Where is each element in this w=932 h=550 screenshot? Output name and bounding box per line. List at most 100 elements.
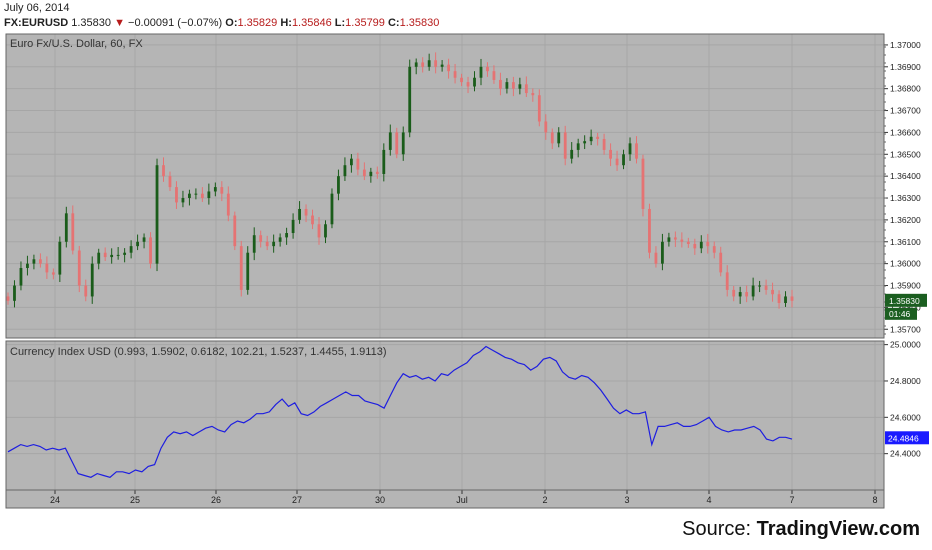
chart-date: July 06, 2014 [4, 2, 70, 14]
down-arrow-icon: ▼ [114, 17, 125, 29]
candle-body [388, 132, 392, 150]
candle-body [200, 193, 204, 199]
price-change: −0.00091 (−0.07%) [128, 17, 223, 29]
candle-body [622, 154, 625, 166]
currency-index-line [7, 345, 793, 478]
index-pane-background [6, 341, 884, 490]
source-prefix: Source: [682, 518, 757, 540]
candle-body [175, 187, 178, 203]
candle-body [84, 285, 88, 297]
candle-body [790, 296, 794, 301]
candle-body [434, 60, 438, 67]
price-y-tick-label: 1.36900 [890, 62, 921, 72]
candle-body [13, 285, 16, 301]
candle-body [194, 193, 198, 195]
candle-body [26, 263, 29, 269]
candle-body [421, 62, 425, 67]
candle-body [168, 176, 172, 188]
candle-body [207, 191, 211, 199]
x-tick-label: 2 [542, 495, 547, 505]
candle-body [343, 165, 347, 177]
candle-body [311, 215, 314, 225]
index-y-tick-label: 24.8000 [890, 376, 921, 386]
candle-body [350, 158, 353, 166]
index-y-tick-label: 24.4000 [890, 449, 921, 459]
price-y-tick-label: 1.35800 [890, 302, 921, 312]
close-key: C: [387, 17, 400, 29]
candle-body [777, 294, 781, 304]
candle-body [129, 246, 133, 253]
x-tick-label: 25 [130, 495, 140, 505]
countdown-tag-bg [885, 307, 917, 320]
symbol-label[interactable]: FX:EURUSD [4, 17, 69, 29]
close-value: 1.35830 [399, 17, 440, 29]
candle-body [239, 246, 243, 290]
candle-body [246, 252, 250, 290]
candle-body [732, 289, 736, 297]
candle-body [576, 143, 580, 150]
candle-body [654, 252, 658, 264]
candle-body [693, 243, 697, 249]
candle-body [58, 241, 62, 275]
last-price: 1.35830 [71, 17, 111, 29]
candle-body [427, 60, 431, 67]
candle-body [699, 241, 703, 249]
countdown-tag: 01:46 [889, 309, 911, 319]
candle-body [395, 132, 399, 155]
price-y-tick-label: 1.36300 [890, 193, 921, 203]
candle-body [90, 263, 94, 297]
x-tick-label: 8 [872, 495, 877, 505]
candle-body [524, 84, 528, 94]
candle-body [116, 254, 120, 256]
high-value: 1.35846 [291, 17, 332, 29]
candle-body [583, 141, 587, 144]
candle-body [667, 237, 671, 242]
x-tick-label: 4 [706, 495, 711, 505]
candle-body [51, 272, 55, 275]
candle-body [479, 66, 483, 78]
candle-body [473, 77, 476, 87]
low-value: 1.35799 [345, 17, 385, 29]
candle-body [550, 132, 554, 144]
candle-body [719, 252, 723, 273]
candle-body [382, 149, 386, 174]
candle-body [712, 246, 716, 253]
candle-body [602, 138, 606, 150]
candle-body [330, 193, 334, 225]
candle-body [77, 250, 81, 286]
candle-body [362, 169, 366, 177]
candle-body [252, 235, 256, 253]
last-index-tag-bg [885, 431, 929, 445]
price-y-tick-label: 1.36100 [890, 237, 921, 247]
candle-body [278, 237, 282, 242]
candle-body [369, 171, 373, 177]
candle-body [162, 165, 165, 177]
candle-body [570, 149, 574, 159]
candle-body [220, 187, 224, 194]
candle-body [38, 259, 42, 264]
candle-body [233, 215, 237, 247]
candle-body [19, 268, 23, 286]
candle-body [136, 241, 139, 247]
x-tick-label: 27 [292, 495, 302, 505]
candle-body [706, 241, 710, 247]
x-tick-label: 3 [624, 495, 629, 505]
price-y-tick-label: 1.36400 [890, 171, 921, 181]
last-index-tag: 24.4846 [888, 433, 919, 443]
candle-body [615, 158, 619, 166]
price-y-tick-label: 1.36600 [890, 127, 921, 137]
candle-body [71, 213, 75, 251]
x-tick-label: 24 [50, 495, 60, 505]
candle-body [686, 241, 690, 244]
candle-body [110, 254, 114, 258]
time-axis-background [6, 490, 884, 508]
candle-body [537, 95, 541, 122]
candle-body [181, 198, 185, 203]
candle-body [531, 93, 535, 96]
candle-body [337, 176, 340, 194]
candle-body [304, 208, 308, 216]
index-pane-title: Currency Index USD (0.993, 1.5902, 0.618… [10, 346, 387, 358]
candle-body [563, 132, 567, 159]
price-pane-title: Euro Fx/U.S. Dollar, 60, FX [10, 38, 143, 50]
